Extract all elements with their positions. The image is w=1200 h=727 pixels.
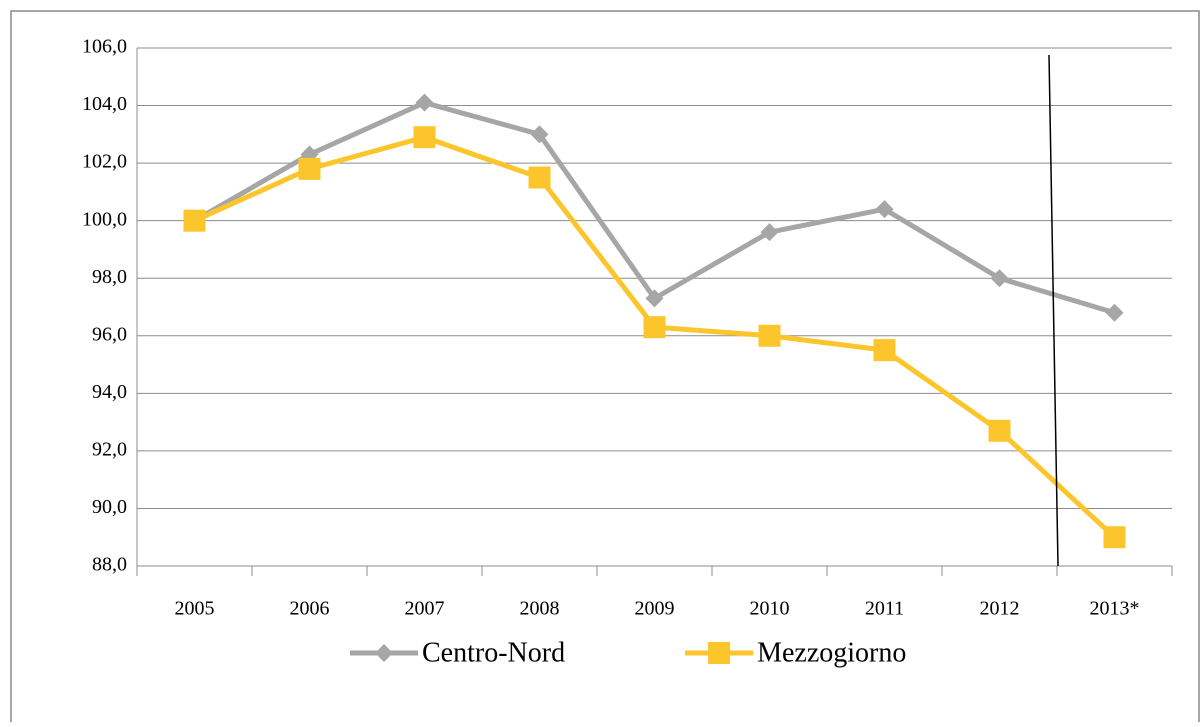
marker-square [643, 316, 666, 339]
marker-diamond [1105, 303, 1124, 322]
x-tick-label: 2011 [865, 598, 904, 620]
y-tick-label: 96,0 [92, 323, 127, 345]
legend: Centro-Nord Mezzogiorno [350, 637, 906, 668]
marker-diamond [530, 125, 549, 144]
y-tick-label: 88,0 [92, 554, 127, 576]
marker-square [1103, 526, 1126, 549]
marker-diamond [415, 93, 434, 112]
y-tick-label: 102,0 [82, 151, 127, 173]
y-tick-label: 90,0 [92, 496, 127, 518]
y-tick-label: 94,0 [92, 381, 127, 403]
marker-diamond [990, 269, 1009, 288]
marker-square [413, 126, 436, 149]
marker-diamond [645, 289, 664, 308]
marker-square [528, 166, 551, 189]
x-tick-label: 2009 [635, 598, 675, 620]
marker-diamond [875, 200, 894, 219]
x-tick-label: 2010 [750, 598, 790, 620]
legend-marker [708, 642, 731, 664]
y-tick-label: 92,0 [92, 438, 127, 460]
y-tick-label: 100,0 [82, 208, 127, 230]
marker-square [873, 339, 896, 362]
marker-square [988, 419, 1011, 442]
x-tick-label: 2012 [980, 598, 1020, 620]
marker-square [183, 209, 206, 232]
y-tick-label: 104,0 [82, 93, 127, 115]
legend-label: Mezzogiorno [757, 637, 906, 668]
x-tick-label: 2007 [405, 598, 445, 620]
y-tick-label: 106,0 [82, 36, 127, 58]
y-tick-label: 98,0 [92, 266, 127, 288]
x-tick-label: 2006 [290, 598, 330, 620]
x-tick-label: 2005 [175, 598, 215, 620]
chart-frame [10, 10, 1200, 727]
markers [183, 93, 1126, 549]
marker-square [298, 157, 321, 180]
x-tick-label: 2013* [1090, 598, 1140, 620]
legend-marker [375, 644, 393, 662]
forecast-divider [1048, 54, 1059, 567]
legend-label: Centro-Nord [422, 637, 565, 668]
axes [136, 48, 1173, 576]
x-tick-label: 2008 [520, 598, 560, 620]
marker-square [758, 324, 781, 347]
marker-diamond [760, 223, 779, 242]
labels: 88,0 90,0 92,0 94,0 96,0 98,0 100,0 102,0 104,0 1… [82, 36, 1140, 620]
